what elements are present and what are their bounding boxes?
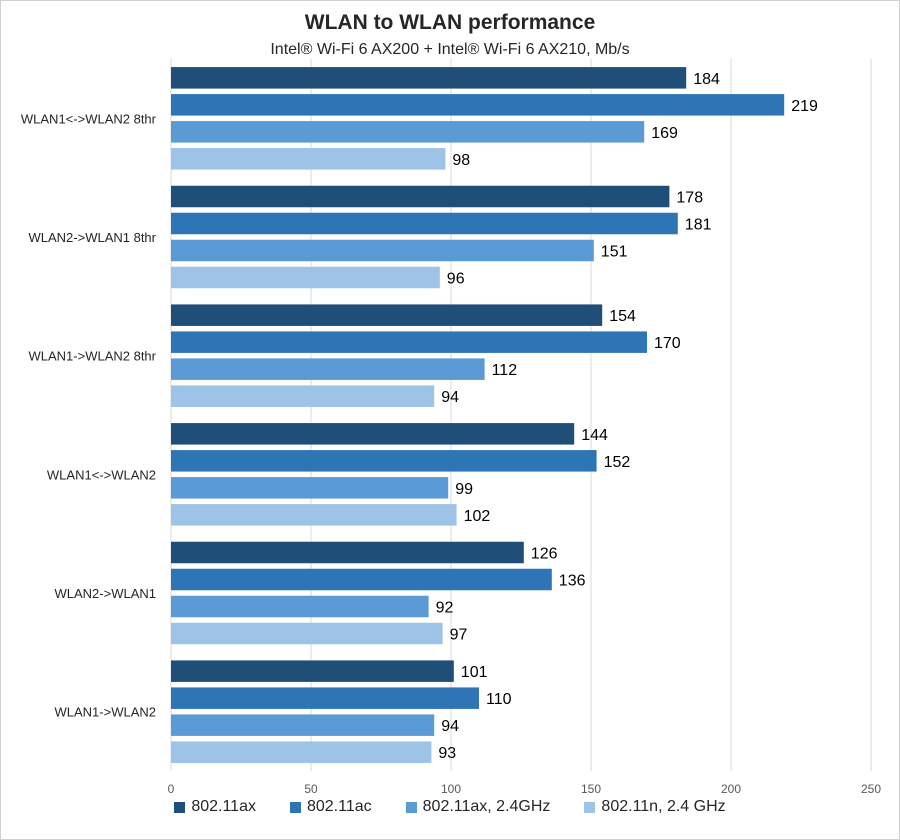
bar bbox=[171, 304, 603, 326]
legend-label: 802.11n, 2.4 GHz bbox=[601, 798, 726, 815]
data-label: 126 bbox=[531, 546, 558, 563]
data-label: 110 bbox=[486, 691, 512, 708]
x-tick-label: 0 bbox=[168, 782, 175, 796]
bar bbox=[171, 714, 435, 736]
bar bbox=[171, 423, 575, 445]
data-label: 151 bbox=[601, 244, 628, 261]
category-label: WLAN2->WLAN1 8thr bbox=[28, 230, 156, 245]
legend-item: 802.11ac bbox=[289, 798, 372, 816]
bar bbox=[171, 385, 435, 407]
category-label: WLAN1->WLAN2 8thr bbox=[28, 349, 156, 364]
data-label: 152 bbox=[604, 454, 631, 471]
bar bbox=[171, 541, 524, 564]
x-tick-label: 200 bbox=[721, 782, 741, 796]
bar bbox=[171, 331, 647, 353]
bar bbox=[171, 622, 443, 645]
data-label: 101 bbox=[461, 664, 488, 681]
legend-item: 802.11ax bbox=[174, 798, 256, 816]
bar bbox=[171, 148, 446, 170]
bar bbox=[171, 266, 440, 289]
data-label: 136 bbox=[559, 573, 586, 590]
chart-title: WLAN to WLAN performance bbox=[304, 11, 596, 34]
data-label: 184 bbox=[693, 71, 720, 88]
bar bbox=[171, 358, 485, 380]
data-label: 94 bbox=[441, 718, 459, 735]
x-tick-label: 50 bbox=[304, 782, 318, 796]
legend-swatch bbox=[174, 801, 186, 813]
legend-label: 802.11ax bbox=[191, 798, 256, 815]
category-label: WLAN1->WLAN2 bbox=[55, 705, 157, 720]
x-tick-label: 100 bbox=[441, 782, 461, 796]
x-tick-label: 250 bbox=[861, 782, 881, 796]
data-label: 181 bbox=[685, 217, 712, 234]
bar bbox=[171, 239, 594, 262]
category-label: WLAN1<->WLAN2 8thr bbox=[21, 111, 157, 126]
data-label: 102 bbox=[464, 508, 491, 525]
data-label: 112 bbox=[492, 362, 518, 379]
bar bbox=[171, 477, 449, 499]
category-label: WLAN1<->WLAN2 bbox=[47, 467, 156, 482]
legend-swatch bbox=[584, 801, 596, 813]
data-label: 170 bbox=[654, 335, 681, 352]
category-label: WLAN2->WLAN1 bbox=[55, 586, 157, 601]
bar bbox=[171, 185, 670, 208]
legend-item: 802.11ax, 2.4GHz bbox=[405, 798, 551, 816]
bar bbox=[171, 741, 432, 763]
legend-label: 802.11ac bbox=[306, 798, 372, 815]
bar bbox=[171, 67, 687, 89]
data-label: 97 bbox=[450, 627, 468, 644]
data-label: 93 bbox=[438, 745, 456, 762]
bar bbox=[171, 504, 457, 526]
data-label: 94 bbox=[441, 389, 459, 406]
data-label: 219 bbox=[791, 98, 818, 115]
data-label: 96 bbox=[447, 271, 465, 288]
legend-item: 802.11n, 2.4 GHz bbox=[584, 798, 726, 816]
bar bbox=[171, 595, 429, 618]
data-label: 154 bbox=[609, 308, 636, 325]
bar bbox=[171, 660, 454, 682]
bar bbox=[171, 450, 597, 472]
legend-swatch bbox=[289, 801, 301, 813]
data-label: 144 bbox=[581, 427, 608, 444]
data-label: 178 bbox=[676, 190, 703, 207]
legend-swatch bbox=[405, 801, 417, 813]
chart-legend: 802.11ax 802.11ac 802.11ax, 2.4GHz 802.11n,… bbox=[1, 798, 899, 816]
data-label: 92 bbox=[436, 600, 454, 617]
data-label: 98 bbox=[452, 152, 470, 169]
bar bbox=[171, 212, 678, 235]
chart-subtitle: Intel® Wi-Fi 6 AX200 + Intel® Wi-Fi 6 AX… bbox=[270, 41, 630, 58]
bar bbox=[171, 121, 645, 143]
bar bbox=[171, 94, 785, 116]
x-tick-label: 150 bbox=[581, 782, 601, 796]
legend-label: 802.11ax, 2.4GHz bbox=[422, 798, 551, 815]
bar bbox=[171, 568, 552, 591]
data-label: 99 bbox=[455, 481, 473, 498]
data-label: 169 bbox=[651, 125, 678, 142]
bar bbox=[171, 687, 479, 709]
